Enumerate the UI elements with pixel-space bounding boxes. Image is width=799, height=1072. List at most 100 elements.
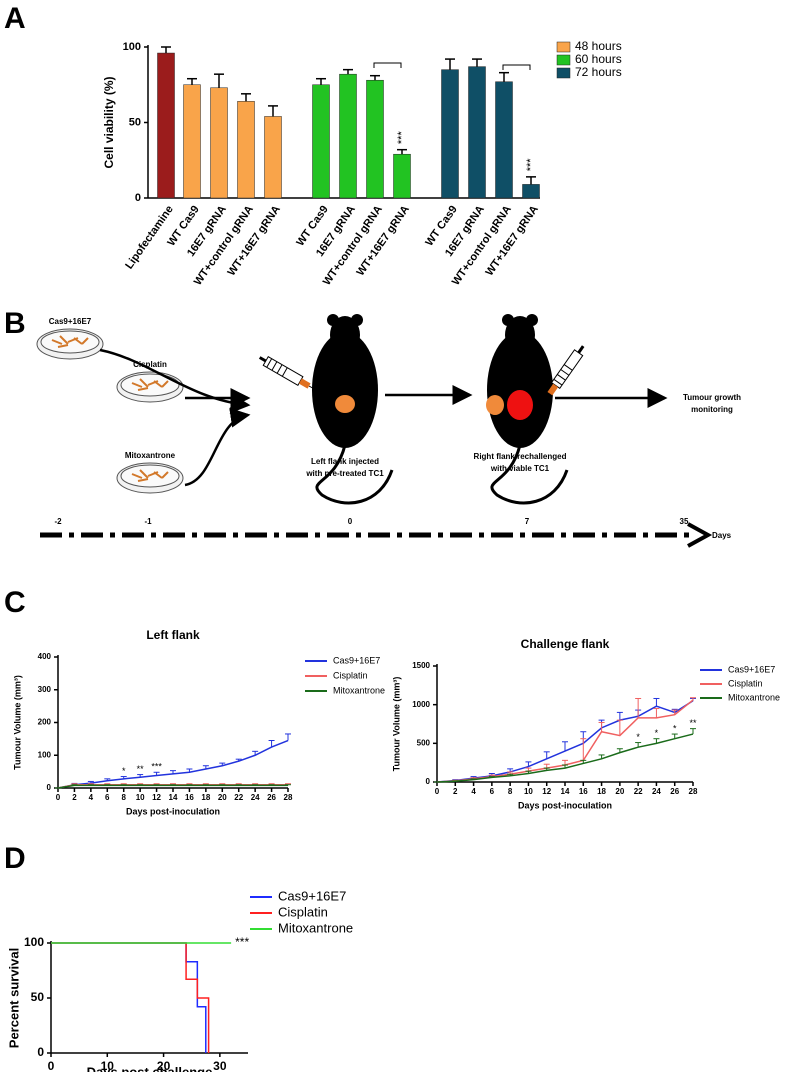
x-tick-label: 14 bbox=[561, 787, 570, 796]
series-line bbox=[436, 700, 694, 783]
mouse bbox=[312, 314, 394, 505]
significance-mark: * bbox=[636, 732, 640, 742]
x-tick-label: 0 bbox=[435, 787, 440, 796]
y-tick-label: 100 bbox=[38, 750, 52, 759]
bar bbox=[468, 66, 486, 199]
survival-curve bbox=[51, 942, 210, 1053]
arrows bbox=[99, 348, 668, 487]
dish-label: Cas9+16E7 bbox=[49, 317, 92, 326]
bar bbox=[522, 184, 540, 199]
bracket bbox=[373, 62, 402, 68]
timeline-label: 7 bbox=[525, 517, 530, 526]
y-tick-label: 500 bbox=[417, 738, 431, 747]
legend-swatch bbox=[556, 54, 571, 66]
dish-label: Cisplatin bbox=[133, 360, 167, 369]
x-tick-label: 4 bbox=[89, 793, 94, 802]
significance-mark: ** bbox=[689, 718, 697, 728]
dishes bbox=[36, 328, 184, 494]
y-axis-label: Percent survival bbox=[6, 948, 21, 1048]
x-tick-label: 6 bbox=[105, 793, 110, 802]
diagram: Cas9+16E7 Cisplatin Mitoxantrone Left fl… bbox=[36, 314, 741, 548]
x-tick-label: 8 bbox=[121, 793, 126, 802]
significance-mark: *** bbox=[151, 762, 162, 772]
y-tick-label: 50 bbox=[31, 990, 45, 1004]
bar bbox=[366, 79, 384, 199]
x-tick-label: 18 bbox=[201, 793, 210, 802]
x-tick-label: 16 bbox=[579, 787, 588, 796]
significance-mark: ** bbox=[137, 764, 145, 774]
step-label: Left flank injected bbox=[311, 457, 379, 466]
legend-label: 60 hours bbox=[575, 52, 622, 66]
step-label: Tumour growth bbox=[683, 393, 741, 402]
step-label: monitoring bbox=[691, 405, 733, 414]
timeline-label: 0 bbox=[348, 517, 353, 526]
bar bbox=[183, 84, 201, 199]
panel-label: D bbox=[4, 842, 26, 875]
x-tick-label: 22 bbox=[234, 793, 243, 802]
timeline-label: 35 bbox=[680, 517, 689, 526]
mouse bbox=[486, 314, 569, 505]
series-line bbox=[436, 699, 694, 783]
x-tick-label: 0 bbox=[56, 793, 61, 802]
y-tick-label: 50 bbox=[129, 116, 141, 128]
y-tick-label: 1000 bbox=[412, 700, 430, 709]
timeline-unit: Days bbox=[712, 531, 732, 540]
y-tick-label: 100 bbox=[24, 935, 44, 949]
step-label: with pre-treated TC1 bbox=[305, 469, 384, 478]
x-tick-label: 20 bbox=[615, 787, 624, 796]
step-label: with viable TC1 bbox=[490, 464, 550, 473]
legend-label: Cisplatin bbox=[728, 678, 763, 688]
y-tick-label: 0 bbox=[37, 1045, 44, 1059]
y-tick-label: 0 bbox=[47, 783, 52, 792]
x-tick-label: 28 bbox=[689, 787, 698, 796]
panel-label: C bbox=[4, 586, 26, 619]
x-tick-label: 4 bbox=[471, 787, 476, 796]
legend-label: Mitoxantrone bbox=[278, 920, 353, 935]
y-axis-label: Tumour Volume (mm³) bbox=[12, 675, 22, 770]
y-tick-label: 300 bbox=[38, 685, 52, 694]
bar bbox=[237, 101, 255, 199]
legend-label: Cas9+16E7 bbox=[728, 664, 775, 674]
legend-label: 72 hours bbox=[575, 65, 622, 79]
y-tick-label: 0 bbox=[426, 777, 431, 786]
bar bbox=[210, 87, 228, 199]
legend-label: Cas9+16E7 bbox=[333, 655, 380, 665]
legend-label: Cisplatin bbox=[278, 904, 328, 919]
y-axis-label: Cell viability (%) bbox=[102, 76, 116, 168]
bar bbox=[495, 81, 513, 199]
panel-label: B bbox=[4, 307, 26, 340]
bar bbox=[157, 52, 175, 199]
x-tick-label: 6 bbox=[490, 787, 495, 796]
x-tick-label: 10 bbox=[524, 787, 533, 796]
legend-swatch bbox=[556, 67, 571, 79]
survival-curve bbox=[51, 942, 207, 1053]
bracket bbox=[502, 64, 531, 70]
significance-mark: * bbox=[122, 766, 126, 776]
significance-mark: *** bbox=[235, 935, 249, 949]
bar bbox=[393, 153, 411, 199]
dish-label: Mitoxantrone bbox=[125, 451, 176, 460]
x-tick-label: 2 bbox=[453, 787, 458, 796]
syringe bbox=[258, 355, 325, 396]
timeline-label: -2 bbox=[54, 517, 62, 526]
x-tick-label: 10 bbox=[101, 1059, 115, 1072]
x-tick-label: 26 bbox=[267, 793, 276, 802]
x-tick-label: 0 bbox=[48, 1059, 55, 1072]
y-tick-label: 1500 bbox=[412, 661, 430, 670]
y-tick-label: 400 bbox=[38, 652, 52, 661]
x-tick-label: 22 bbox=[634, 787, 643, 796]
x-tick-label: 10 bbox=[136, 793, 145, 802]
y-axis-label: Tumour Volume (mm³) bbox=[391, 677, 401, 772]
legend-swatch bbox=[556, 41, 571, 53]
y-tick-label: 100 bbox=[123, 41, 141, 53]
chart-title: Left flank bbox=[146, 628, 200, 642]
x-tick-label: 8 bbox=[508, 787, 513, 796]
timeline-label: -1 bbox=[144, 517, 152, 526]
bar bbox=[264, 116, 282, 199]
bar bbox=[339, 73, 357, 199]
legend-label: Mitoxantrone bbox=[728, 692, 780, 702]
x-axis-label: Days post challenge bbox=[87, 1064, 213, 1072]
x-tick-label: 12 bbox=[542, 787, 551, 796]
legend-label: 48 hours bbox=[575, 39, 622, 53]
